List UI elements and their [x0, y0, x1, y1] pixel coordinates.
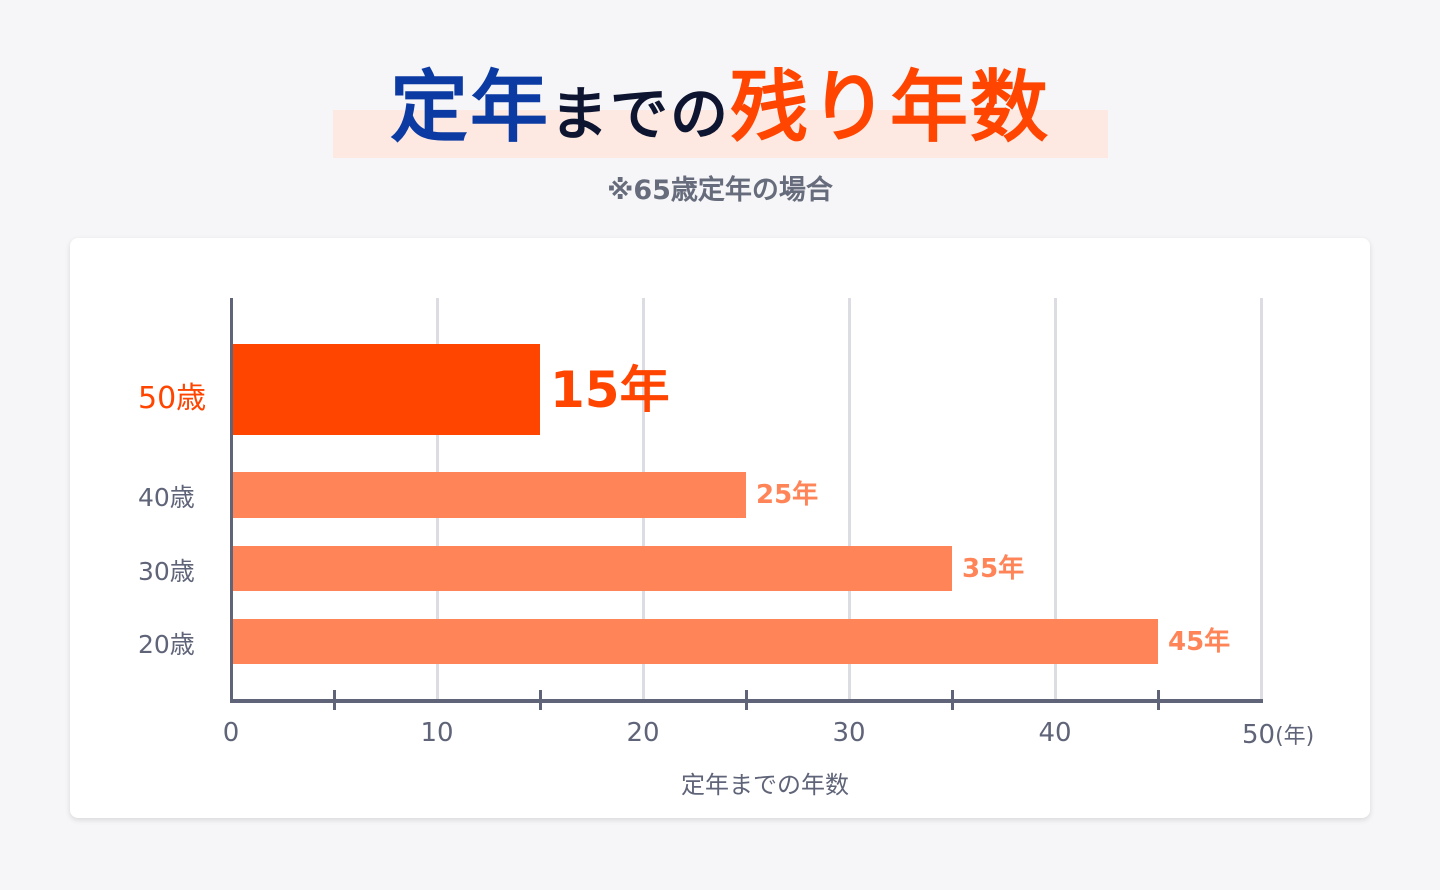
- category-label: 20歳: [138, 629, 195, 659]
- value-label: 35年: [962, 553, 1025, 584]
- value-label: 45年: [1168, 626, 1231, 657]
- subtitle: ※65歳定年の場合: [607, 175, 833, 206]
- value-label: 15年: [550, 360, 670, 419]
- title-part2: までの: [549, 80, 730, 148]
- title-part3: 残り年数: [730, 63, 1051, 153]
- value-label: 25年: [756, 480, 819, 510]
- x-axis-tick: [1157, 690, 1160, 710]
- bar-30歳: [233, 546, 952, 591]
- x-tick-label: 10: [420, 718, 454, 748]
- page-title: 定年までの残り年数: [0, 58, 1440, 164]
- y-axis-line: [230, 298, 233, 702]
- gridline: [1260, 298, 1263, 700]
- x-axis-title: 定年までの年数: [681, 771, 849, 799]
- bar-20歳: [233, 619, 1158, 664]
- gridline: [848, 298, 851, 700]
- category-label: 50歳: [138, 380, 207, 416]
- x-unit-label: (年): [1275, 724, 1315, 749]
- bar-40歳: [233, 472, 746, 518]
- title-highlight-band: [333, 110, 1108, 158]
- category-label: 30歳: [138, 556, 195, 586]
- x-tick-label: 50(年): [1242, 720, 1315, 750]
- x-tick-label: 20: [626, 718, 660, 748]
- gridline: [1054, 298, 1057, 700]
- x-tick-label: 40: [1038, 718, 1072, 748]
- x-axis-tick: [333, 690, 336, 710]
- x-axis-tick: [539, 690, 542, 710]
- x-tick-label: 30: [832, 718, 866, 748]
- x-axis-tick: [745, 690, 748, 710]
- category-label: 40歳: [138, 483, 195, 512]
- bar-50歳: [233, 344, 540, 435]
- x-tick-label: 0: [222, 718, 240, 748]
- chart-card: [70, 238, 1370, 818]
- title-part1: 定年: [389, 63, 550, 153]
- x-axis-tick: [951, 690, 954, 710]
